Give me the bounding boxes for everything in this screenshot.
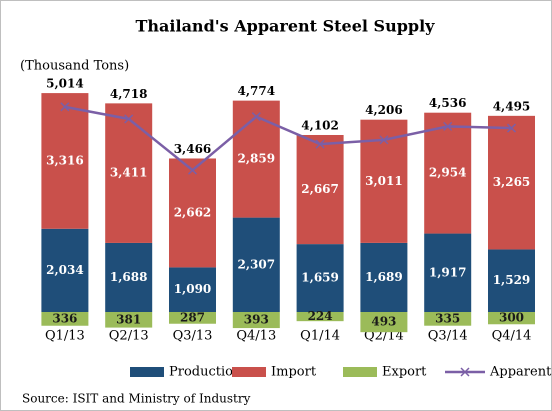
export-bar (488, 311, 535, 325)
legend-swatch (343, 367, 377, 377)
total-label: 4,536 (429, 96, 467, 110)
legend-label: Export (382, 365, 427, 380)
bar-segment (424, 112, 472, 234)
apparent-marker (124, 114, 134, 124)
segment-label: 2,307 (238, 257, 276, 271)
segment-label: 2,034 (46, 263, 84, 277)
segment-label: 1,090 (174, 282, 212, 296)
x-tick-label: Q1/14 (300, 329, 340, 344)
segment-label: 2,954 (429, 166, 467, 180)
x-tick-label: Q4/14 (492, 329, 532, 344)
total-label: 4,718 (110, 87, 148, 101)
legend-label: Production (169, 365, 242, 380)
bar-segment (105, 103, 153, 243)
apparent-marker (315, 139, 325, 149)
x-tick-label: Q3/13 (173, 329, 213, 344)
total-label: 4,774 (238, 84, 276, 98)
segment-label: 2,667 (301, 182, 339, 196)
apparent-marker (187, 165, 198, 175)
segment-label: 3,316 (46, 153, 84, 167)
bar-segment (424, 233, 472, 312)
bar-segment (488, 115, 535, 250)
total-label: 4,102 (301, 118, 339, 132)
export-label: 335 (435, 311, 460, 325)
export-bar (296, 311, 344, 322)
bar-segment (296, 244, 344, 312)
total-label: 4,495 (493, 99, 531, 113)
total-label: 5,014 (46, 77, 84, 91)
export-label: 493 (371, 315, 396, 329)
legend-marker (460, 367, 470, 377)
export-bar (169, 311, 216, 324)
export-label: 287 (180, 310, 205, 324)
chart-title: Thailand's Apparent Steel Supply (136, 17, 436, 36)
apparent-line (64, 105, 512, 172)
legend-label: Apparent (489, 365, 552, 380)
bar-segment (360, 242, 408, 312)
legend-label: Import (271, 365, 317, 380)
segment-label: 1,917 (429, 265, 467, 279)
segment-label: 3,265 (493, 175, 531, 189)
bar-segment (41, 228, 89, 312)
bar-segment (169, 267, 216, 312)
segment-label: 1,688 (110, 270, 148, 284)
export-label: 336 (52, 311, 77, 325)
segment-label: 1,689 (365, 270, 403, 284)
bar-segment (41, 93, 89, 229)
export-bar (232, 311, 280, 329)
legend-swatch (130, 367, 164, 377)
bar-segment (232, 100, 280, 218)
legend-swatch (232, 367, 266, 377)
total-label: 3,466 (174, 142, 212, 156)
export-label: 224 (308, 309, 333, 323)
bar-segment (296, 134, 344, 245)
total-label: 4,206 (365, 103, 403, 117)
bar-segment (105, 242, 153, 312)
x-tick-label: Q4/13 (236, 329, 276, 344)
bar-segment (232, 217, 280, 312)
apparent-marker (443, 121, 453, 131)
export-label: 393 (244, 313, 269, 327)
apparent-marker (60, 102, 70, 112)
x-tick-label: Q2/14 (364, 329, 404, 344)
segment-label: 1,659 (301, 271, 339, 285)
apparent-marker (506, 123, 517, 133)
export-bar (105, 311, 153, 328)
segment-label: 3,411 (110, 166, 148, 180)
x-tick-label: Q3/14 (428, 329, 468, 344)
segment-label: 1,529 (493, 273, 531, 287)
bar-segment (169, 158, 216, 268)
export-bar (41, 311, 89, 326)
segment-label: 2,859 (238, 152, 276, 166)
export-bar (360, 311, 408, 333)
x-tick-label: Q1/13 (45, 329, 85, 344)
segment-label: 2,662 (174, 205, 212, 219)
source: Source: ISIT and Ministry of Industry (22, 392, 251, 406)
apparent-marker (251, 112, 261, 122)
apparent-marker (379, 135, 389, 145)
export-label: 381 (116, 312, 141, 326)
export-label: 300 (499, 311, 524, 325)
unit-label: (Thousand Tons) (20, 59, 129, 74)
export-bar (424, 311, 472, 326)
segment-label: 3,011 (365, 174, 403, 188)
bar-segment (488, 249, 535, 312)
x-tick-label: Q2/13 (109, 329, 149, 344)
